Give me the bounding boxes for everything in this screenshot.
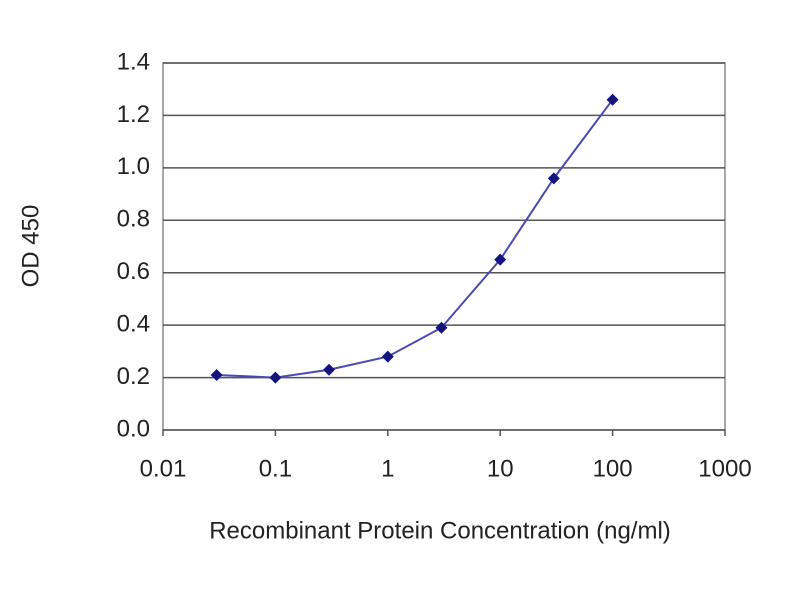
data-point [323,363,336,376]
y-tick-label: 0.0 [117,415,150,442]
x-tick-label: 10 [487,455,514,482]
data-line [216,99,614,379]
plot-frame [162,62,726,431]
x-tick-label: 0.01 [140,455,187,482]
y-tick-label: 1.4 [117,48,150,75]
data-point [547,172,560,185]
data-point [381,350,394,363]
data-point [494,253,507,266]
data-point [210,368,223,381]
y-tick-label: 0.4 [117,310,150,337]
y-tick-label: 1.2 [117,101,150,128]
x-tick-label: 1000 [698,455,751,482]
x-axis-label: Recombinant Protein Concentration (ng/ml… [209,517,671,544]
y-tick-label: 1.0 [117,153,150,180]
data-point [435,321,448,334]
x-tick-label: 100 [593,455,633,482]
y-tick-label: 0.6 [117,258,150,285]
y-axis-label: OD 450 [17,205,44,288]
y-tick-label: 0.8 [117,206,150,233]
data-point [269,371,282,384]
x-tick-label: 1 [381,455,394,482]
y-tick-label: 0.2 [117,363,150,390]
x-tick-label: 0.1 [259,455,292,482]
data-point [606,93,619,106]
